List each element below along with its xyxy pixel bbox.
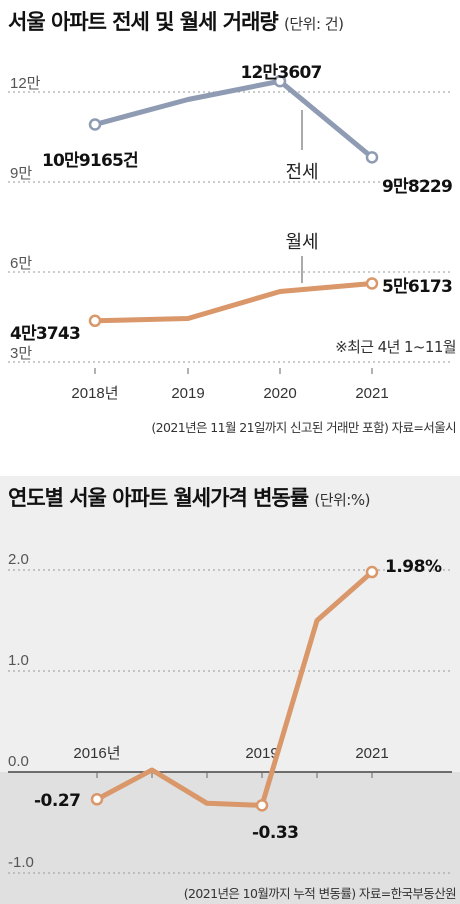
- chart-title-text: 서울 아파트 전세 및 월세 거래량: [8, 10, 279, 34]
- rent-change-chart-svg: 2.0 1.0 0.0 -1.0 2016년 2019 2021 -0.27 -0.33 1.98…: [0, 551, 460, 904]
- chart-source: (2021년은 10월까지 누적 변동률) 자료=한국부동산원: [184, 886, 456, 901]
- data-point: [365, 277, 379, 290]
- x-tick-label: 2020: [263, 385, 296, 402]
- series-name-wolse: 월세: [285, 232, 318, 253]
- data-point: [88, 118, 102, 131]
- chart-unit: (단위: 건): [284, 15, 344, 33]
- x-tick-label: 2019: [171, 385, 204, 402]
- x-tick-label: 2021: [355, 745, 388, 762]
- data-label: -0.33: [252, 823, 299, 843]
- data-label: 5만6173: [382, 277, 452, 297]
- negative-zone: [0, 772, 460, 904]
- y-tick-label: -1.0: [8, 854, 34, 871]
- y-tick-label: 12만: [10, 75, 41, 92]
- data-label: 9만8229: [382, 177, 452, 197]
- data-point: [255, 799, 269, 812]
- y-tick-label: 6만: [10, 255, 32, 272]
- x-tick-label: 2018년: [71, 385, 118, 402]
- y-tick-label: 1.0: [8, 652, 29, 669]
- chart-note: ※최근 4년 1~11월: [335, 338, 456, 356]
- chart-unit-2: (단위:%): [314, 491, 370, 509]
- chart-panel-rent-change: 연도별 서울 아파트 월세가격 변동률 (단위:%) 2.0 1.0 0.0 -1.0…: [0, 476, 460, 904]
- data-label: 1.98%: [385, 557, 442, 577]
- series-line-jeonse: [92, 78, 375, 160]
- chart-title-2-text: 연도별 서울 아파트 월세가격 변동률: [8, 486, 309, 510]
- data-point: [88, 314, 102, 328]
- y-tick-label: 9만: [10, 165, 32, 182]
- data-label: 4만3743: [10, 324, 80, 344]
- y-tick-label: 3만: [10, 345, 32, 362]
- x-tick-label: 2019: [245, 745, 278, 762]
- series-line-wolse: [92, 280, 375, 324]
- data-point: [365, 151, 379, 164]
- panel-divider: [0, 446, 460, 476]
- y-tick-label: 0.0: [8, 753, 29, 770]
- series-name-jeonse: 전세: [285, 162, 318, 183]
- data-label: -0.27: [34, 791, 81, 811]
- chart-title: 서울 아파트 전세 및 월세 거래량 (단위: 건): [8, 6, 344, 36]
- y-tick-label: 2.0: [8, 551, 29, 568]
- data-point: [365, 565, 379, 579]
- chart-source: (2021년은 11월 21일까지 신고된 거래만 포함) 자료=서울시: [151, 420, 456, 435]
- transactions-chart-svg: 12만 9만 6만 3만 2018년 2019 2020 2021 10만9165건 12만360…: [8, 63, 457, 435]
- data-label: 10만9165건: [42, 151, 138, 171]
- series-line-rent-change: [94, 569, 375, 808]
- x-tick-label: 2021: [355, 385, 388, 402]
- data-point: [90, 793, 104, 806]
- data-label: 12만3607: [240, 63, 321, 83]
- chart-title-2: 연도별 서울 아파트 월세가격 변동률 (단위:%): [8, 482, 370, 512]
- chart-panel-transactions: 서울 아파트 전세 및 월세 거래량 (단위: 건) 12만 9만 6만 3만 2018…: [0, 0, 460, 446]
- x-tick-label: 2016년: [73, 745, 120, 762]
- data-point: [273, 74, 287, 88]
